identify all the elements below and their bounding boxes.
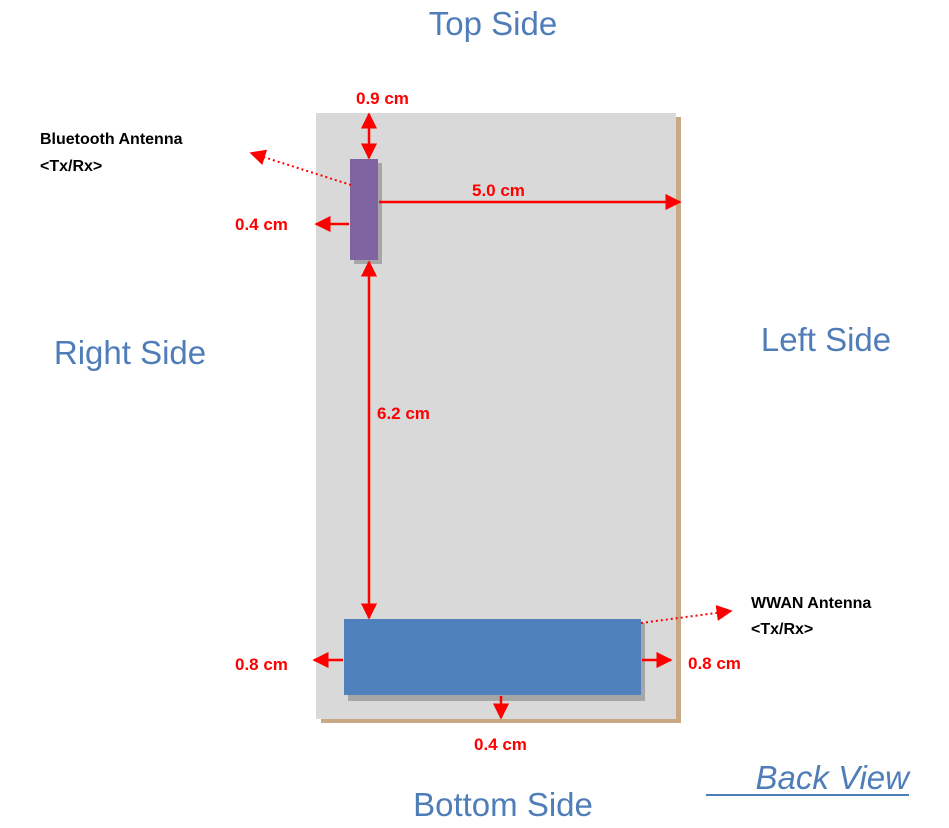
bottom-side-label: Bottom Side xyxy=(413,786,593,823)
wwan-antenna-type: <Tx/Rx> xyxy=(751,621,813,638)
right-side-label: Right Side xyxy=(54,334,206,371)
left-side-label: Left Side xyxy=(761,321,891,358)
top-side-label: Top Side xyxy=(429,5,557,42)
wwan-antenna-name: WWAN Antenna xyxy=(751,595,871,612)
bluetooth-antenna-name: Bluetooth Antenna xyxy=(40,131,183,148)
bluetooth-antenna-type: <Tx/Rx> xyxy=(40,158,102,175)
wwan-leader-arrow xyxy=(640,604,733,624)
dim-label-wwan-left: 0.8 cm xyxy=(688,654,741,673)
dim-label-wwan-right: 0.8 cm xyxy=(235,655,288,674)
dim-label-wwan-bottom: 0.4 cm xyxy=(474,735,527,754)
dim-label-bt-left: 5.0 cm xyxy=(472,181,525,200)
dim-label-bt-right: 0.4 cm xyxy=(235,215,288,234)
dim-label-bt-wwan: 6.2 cm xyxy=(377,404,430,423)
bluetooth-antenna xyxy=(350,159,378,260)
dim-label-bt-top: 0.9 cm xyxy=(356,89,409,108)
view-label: Back View xyxy=(756,759,912,796)
wwan-antenna xyxy=(344,619,641,695)
